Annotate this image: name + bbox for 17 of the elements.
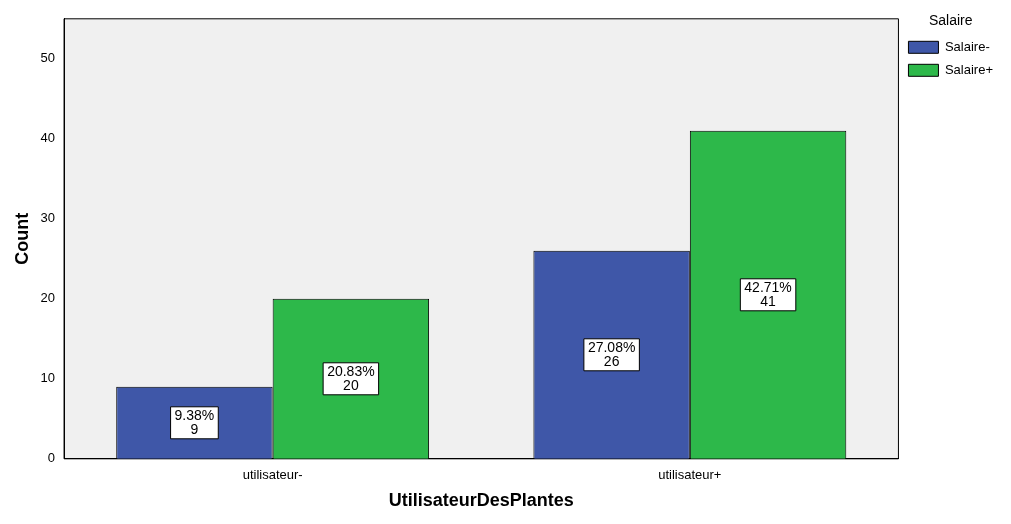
y-tick-label: 30 [40, 210, 56, 226]
y-tick-label: 0 [47, 450, 56, 466]
data-label: 27.08% 26 [587, 338, 636, 369]
x-tick-label: utilisateur- [242, 467, 303, 483]
y-tick-label: 40 [40, 130, 56, 146]
y-tick-label: 10 [40, 370, 56, 386]
x-tick-label: utilisateur+ [658, 467, 722, 483]
y-axis-title: Count [11, 212, 32, 265]
y-tick-label: 20 [40, 290, 56, 306]
legend-label: Salaire- [944, 38, 990, 54]
x-axis-title: UtilisateurDesPlantes [388, 490, 574, 511]
data-label: 20.83% 20 [327, 362, 375, 393]
data-label: 9.38% 9 [174, 406, 215, 437]
legend-label: Salaire+ [944, 61, 993, 77]
data-label: 42.71% 41 [744, 278, 792, 309]
legend-title: Salaire [928, 11, 973, 28]
y-tick-label: 50 [40, 50, 56, 66]
